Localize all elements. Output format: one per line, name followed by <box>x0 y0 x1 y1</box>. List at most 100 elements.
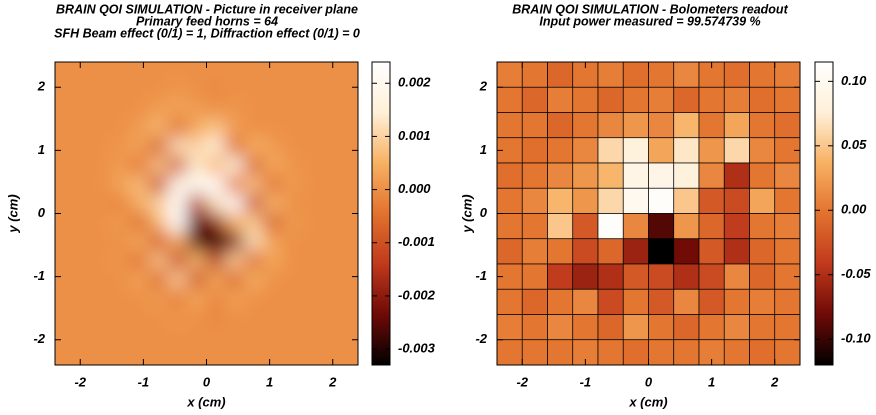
chart-title: BRAIN QOI SIMULATION - Picture in receiv… <box>56 2 358 16</box>
heatmap-cell <box>262 212 283 234</box>
heatmap-cell <box>92 80 113 101</box>
heatmap-cell <box>338 193 358 215</box>
heatmap-cell <box>547 238 574 265</box>
x-tick-label: 1 <box>708 374 715 389</box>
heatmap-cell <box>572 137 599 164</box>
heatmap-cell <box>597 137 624 164</box>
heatmap-cell <box>547 86 574 113</box>
heatmap-cell <box>92 269 113 290</box>
heatmap-cell <box>186 212 208 234</box>
heatmap-cell <box>547 339 574 365</box>
heatmap-cell <box>73 137 94 158</box>
heatmap-cell <box>521 86 548 113</box>
heatmap-cell <box>281 212 302 234</box>
heatmap-cell <box>168 137 189 158</box>
heatmap-cell <box>319 156 340 177</box>
chart-title: BRAIN QOI SIMULATION - Bolometers readou… <box>512 2 788 16</box>
heatmap-cell <box>149 250 170 271</box>
heatmap-cell <box>698 112 725 139</box>
heatmap-cell <box>149 118 170 139</box>
heatmap-cell <box>168 156 189 177</box>
heatmap-cell <box>698 86 725 113</box>
heatmap-cell <box>262 137 283 158</box>
heatmap-cell <box>774 213 800 240</box>
y-tick-label: 1 <box>38 142 45 157</box>
heatmap <box>497 62 800 365</box>
heatmap-cell <box>300 307 321 328</box>
heatmap-cell <box>168 326 189 347</box>
heatmap-cell <box>723 213 750 240</box>
heatmap-cell <box>338 212 358 234</box>
heatmap-cell <box>186 288 208 309</box>
heatmap-cell <box>319 326 340 347</box>
heatmap-cell <box>281 250 302 271</box>
heatmap-cell <box>224 288 245 309</box>
heatmap-cell <box>111 231 132 252</box>
heatmap-cell <box>673 238 700 265</box>
heatmap-cell <box>673 86 700 113</box>
heatmap-cell <box>572 86 599 113</box>
heatmap <box>55 62 358 365</box>
heatmap-cell <box>774 62 800 88</box>
heatmap-cell <box>130 137 151 158</box>
heatmap-cell <box>224 193 245 215</box>
heatmap-cell <box>262 288 283 309</box>
heatmap-cell <box>55 212 75 234</box>
y-tick-label: 0 <box>480 205 488 220</box>
heatmap-cell <box>300 250 321 271</box>
heatmap-cell <box>149 345 170 365</box>
heatmap-cell <box>73 326 94 347</box>
heatmap-cell <box>55 137 75 158</box>
heatmap-cell <box>205 175 227 196</box>
heatmap-cell <box>648 238 675 265</box>
heatmap-cell <box>73 212 94 234</box>
heatmap-cell <box>111 99 132 120</box>
heatmap-cell <box>319 345 340 365</box>
colorbar-tick-label: -0.001 <box>398 234 435 249</box>
heatmap-cell <box>319 288 340 309</box>
heatmap-cell <box>547 137 574 164</box>
heatmap-cell <box>281 156 302 177</box>
heatmap-cell <box>130 345 151 365</box>
heatmap-cell <box>111 269 132 290</box>
heatmap-cell <box>130 62 151 82</box>
heatmap-cell <box>186 137 208 158</box>
heatmap-cell <box>749 314 776 341</box>
heatmap-cell <box>73 175 94 196</box>
heatmap-cell <box>149 326 170 347</box>
heatmap-cell <box>243 80 264 101</box>
heatmap-cell <box>92 231 113 252</box>
heatmap-cell <box>130 80 151 101</box>
heatmap-cell <box>243 345 264 365</box>
y-tick-label: -2 <box>33 331 45 346</box>
heatmap-cell <box>168 99 189 120</box>
heatmap-cell <box>186 250 208 271</box>
heatmap-cell <box>572 213 599 240</box>
heatmap-cell <box>130 156 151 177</box>
heatmap-cell <box>55 326 75 347</box>
y-tick-label: -1 <box>475 268 487 283</box>
heatmap-cell <box>55 62 75 82</box>
colorbar-tick-label: 0.000 <box>398 181 431 196</box>
heatmap-cell <box>243 307 264 328</box>
heatmap-cell <box>338 326 358 347</box>
heatmap-cell <box>111 288 132 309</box>
heatmap-cell <box>338 269 358 290</box>
heatmap-cell <box>497 86 523 113</box>
x-tick-label: 0 <box>645 374 653 389</box>
heatmap-cell <box>149 269 170 290</box>
heatmap-cell <box>205 231 227 252</box>
heatmap-cell <box>597 112 624 139</box>
heatmap-cell <box>205 156 227 177</box>
heatmap-cell <box>648 62 675 88</box>
heatmap-cell <box>186 307 208 328</box>
heatmap-cell <box>338 80 358 101</box>
heatmap-cell <box>168 193 189 215</box>
heatmap-cell <box>149 307 170 328</box>
colorbar <box>814 61 834 366</box>
heatmap-cell <box>281 269 302 290</box>
chart-title: Input power measured = 99.574739 % <box>539 14 760 28</box>
heatmap-cell <box>73 269 94 290</box>
heatmap-cell <box>597 213 624 240</box>
heatmap-cell <box>521 62 548 88</box>
